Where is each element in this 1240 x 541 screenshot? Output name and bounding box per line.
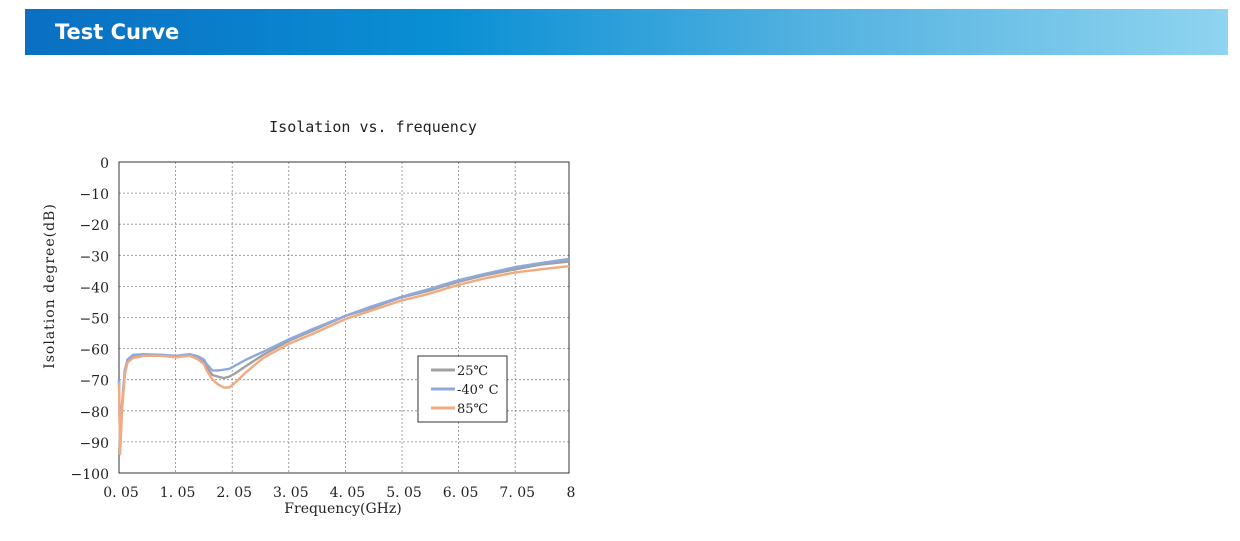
x-tick-label: 2. 05 <box>216 485 252 501</box>
y-tick-label: −100 <box>71 467 109 483</box>
y-tick-label: −40 <box>79 280 109 296</box>
x-tick-label: 3. 05 <box>273 485 309 501</box>
y-tick-label: −30 <box>79 249 109 265</box>
legend-label: 85℃ <box>457 402 488 417</box>
series-lines <box>117 257 570 456</box>
plot-area-frame <box>118 161 570 474</box>
section-title: Test Curve <box>55 20 180 44</box>
x-tick-label: 0. 05 <box>103 485 139 501</box>
y-tick-label: −90 <box>79 436 109 452</box>
x-tick-label: 8 <box>567 485 576 501</box>
y-tick-label: −60 <box>79 343 109 359</box>
legend-label: 25℃ <box>457 364 488 379</box>
y-tick-label: 0 <box>100 156 109 172</box>
x-tick-label: 4. 05 <box>330 485 366 501</box>
y-tick-label: −70 <box>79 374 109 390</box>
chart-legend: 25℃ -40° C 85℃ <box>417 355 508 423</box>
section-header-bar: Test Curve <box>25 9 1228 55</box>
x-tick-label: 6. 05 <box>443 485 479 501</box>
x-axis-label: Frequency(GHz) <box>284 501 401 517</box>
y-tick-label: −10 <box>79 187 109 203</box>
legend-label: -40° C <box>457 383 499 398</box>
x-tick-label: 1. 05 <box>160 485 196 501</box>
y-tick-label: −80 <box>79 405 109 421</box>
series-line-0 <box>117 260 570 453</box>
series-line-2 <box>117 265 570 456</box>
chart-title: Isolation vs. frequency <box>269 118 477 136</box>
y-tick-label: −20 <box>79 218 109 234</box>
series-line-1 <box>117 257 570 450</box>
y-axis-label: Isolation degree(dB) <box>42 203 58 369</box>
y-tick-label: −50 <box>79 312 109 328</box>
axis-ticks: 0 −10 −20 −30 −40 −50 −60 −70 −80 −90 −100 0. 05 1. … <box>71 156 576 501</box>
x-tick-label: 7. 05 <box>499 485 535 501</box>
x-tick-label: 5. 05 <box>386 485 422 501</box>
